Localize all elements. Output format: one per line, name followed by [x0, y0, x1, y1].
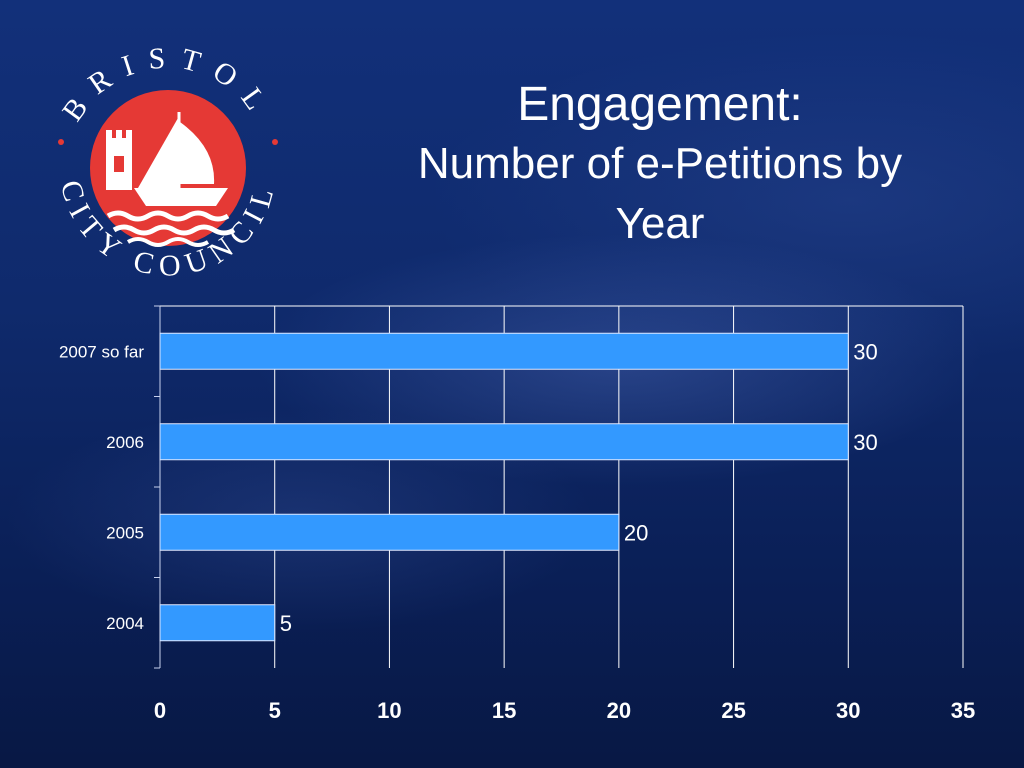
x-tick-label-35: 35	[951, 698, 975, 723]
data-label-2006: 30	[853, 430, 877, 455]
y-tick-label-2007-so-far: 2007 so far	[59, 342, 144, 361]
x-tick-label-10: 10	[377, 698, 401, 723]
y-tick-label-2006: 2006	[106, 433, 144, 452]
slide-subtitle-line-1: Number of e-Petitions by	[417, 139, 903, 188]
x-tick-label-20: 20	[607, 698, 631, 723]
slide-title-block: Engagement: Number of e-Petitions by Yea…	[360, 76, 960, 254]
x-tick-label-0: 0	[154, 698, 166, 723]
slide-subtitle-line-2: Year	[615, 199, 705, 248]
data-label-2004: 5	[280, 611, 292, 636]
bar-2007-so-far	[159, 332, 849, 370]
bristol-city-council-seal-icon: BRISTOL CITY COUNCIL	[54, 42, 278, 283]
x-tick-label-30: 30	[836, 698, 860, 723]
y-tick-label-2005: 2005	[106, 523, 144, 542]
x-tick-label-25: 25	[721, 698, 745, 723]
x-tick-label-15: 15	[492, 698, 516, 723]
y-tick-label-2004: 2004	[106, 614, 144, 633]
bar-2006	[159, 423, 849, 461]
data-label-2007-so-far: 30	[853, 339, 877, 364]
bar-chart: 0 5 10 15 20 25 30 35 5 2004 20 2005 30 2006 30 2007 so…	[59, 305, 975, 723]
bar-2004	[159, 604, 276, 642]
bar-2005	[159, 513, 620, 551]
slide-title: Engagement:	[517, 78, 803, 131]
x-tick-label-5: 5	[269, 698, 281, 723]
data-label-2005: 20	[624, 520, 648, 545]
